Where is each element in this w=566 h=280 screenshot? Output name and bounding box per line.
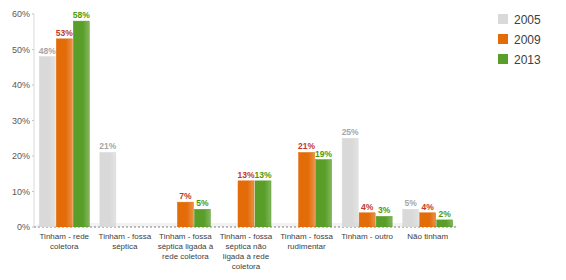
x-tick-label: Tinham - fossarudimentar <box>280 232 333 251</box>
label-line: séptica <box>112 242 138 251</box>
label-line: rede coletora <box>162 252 209 261</box>
legend-swatch <box>498 54 508 64</box>
legend-label: 2005 <box>514 13 541 27</box>
chart: 0% 10% 20% 30% 40% 50% 60% 48% 21% 25% 5% 53% 7% 13% 2… <box>0 0 566 280</box>
data-label: 5% <box>196 198 209 208</box>
bar <box>73 21 89 227</box>
y-tick-label: 50% <box>12 45 30 55</box>
y-tick-label: 0% <box>17 222 30 232</box>
y-tick-label: 30% <box>12 116 30 126</box>
bar <box>177 202 193 227</box>
label-line: séptica não <box>226 242 267 251</box>
label-line: coletora <box>232 262 261 271</box>
bar <box>403 209 419 227</box>
data-label: 13% <box>254 170 271 180</box>
x-tick-label: Tinham - redecoletora <box>40 232 90 251</box>
bar <box>39 57 55 227</box>
bar <box>437 220 453 227</box>
x-tick-label: Tinham - fossaséptica <box>99 232 152 251</box>
label-line: rudimentar <box>287 242 326 251</box>
y-tick-label: 60% <box>12 9 30 19</box>
label-line: Tinham - fossa <box>220 232 273 241</box>
bar <box>342 138 358 227</box>
bar <box>56 39 72 227</box>
legend: 2005 2009 2013 <box>498 13 541 67</box>
label-line: Tinham - fossa <box>159 232 212 241</box>
y-tick-label: 10% <box>12 187 30 197</box>
label-line: Tinham - rede <box>40 232 90 241</box>
bar <box>255 181 271 227</box>
data-label: 4% <box>361 202 374 212</box>
data-label: 25% <box>342 127 359 137</box>
legend-label: 2009 <box>514 33 541 47</box>
bar <box>238 181 254 227</box>
label-line: coletora <box>50 242 79 251</box>
data-label: 19% <box>315 149 332 159</box>
bar <box>316 160 332 227</box>
y-axis: 0% 10% 20% 30% 40% 50% 60% <box>12 9 34 232</box>
legend-swatch <box>498 14 508 24</box>
data-label: 2% <box>439 209 452 219</box>
label-line: Não tinham <box>407 232 448 241</box>
legend-label: 2013 <box>514 53 541 67</box>
data-labels: 48% 21% 25% 5% 53% 7% 13% 21% 4% 4% 58% 5% 13% 19% 3% 2… <box>39 10 452 219</box>
label-line: Tinham - outro <box>341 232 393 241</box>
label-line: séptica ligada à <box>158 242 214 251</box>
x-tick-label: Não tinham <box>407 232 448 241</box>
y-tick-label: 20% <box>12 151 30 161</box>
data-label: 21% <box>99 141 116 151</box>
data-label: 3% <box>378 205 391 215</box>
bar <box>376 216 392 227</box>
data-label: 7% <box>179 191 192 201</box>
bar <box>299 152 315 227</box>
bar <box>420 213 436 227</box>
bar <box>194 209 210 227</box>
data-label: 48% <box>39 46 56 56</box>
data-label: 4% <box>422 202 435 212</box>
bar <box>359 213 375 227</box>
x-axis: Tinham - redecoletoraTinham - fossasépti… <box>40 232 449 271</box>
bar <box>100 152 116 227</box>
data-label: 5% <box>405 198 418 208</box>
label-line: Tinham - fossa <box>280 232 333 241</box>
label-line: ligada à rede <box>223 252 270 261</box>
y-axis-line <box>34 14 35 227</box>
data-label: 13% <box>237 170 254 180</box>
bars <box>39 21 452 227</box>
legend-swatch <box>498 34 508 44</box>
label-line: Tinham - fossa <box>99 232 152 241</box>
data-label: 21% <box>298 141 315 151</box>
data-label: 53% <box>56 28 73 38</box>
y-tick-label: 40% <box>12 80 30 90</box>
x-tick-label: Tinham - outro <box>341 232 393 241</box>
x-tick-label: Tinham - fossaséptica nãoligada à redeco… <box>220 232 273 271</box>
data-label: 58% <box>73 10 90 20</box>
x-tick-label: Tinham - fossaséptica ligada àrede colet… <box>158 232 214 261</box>
